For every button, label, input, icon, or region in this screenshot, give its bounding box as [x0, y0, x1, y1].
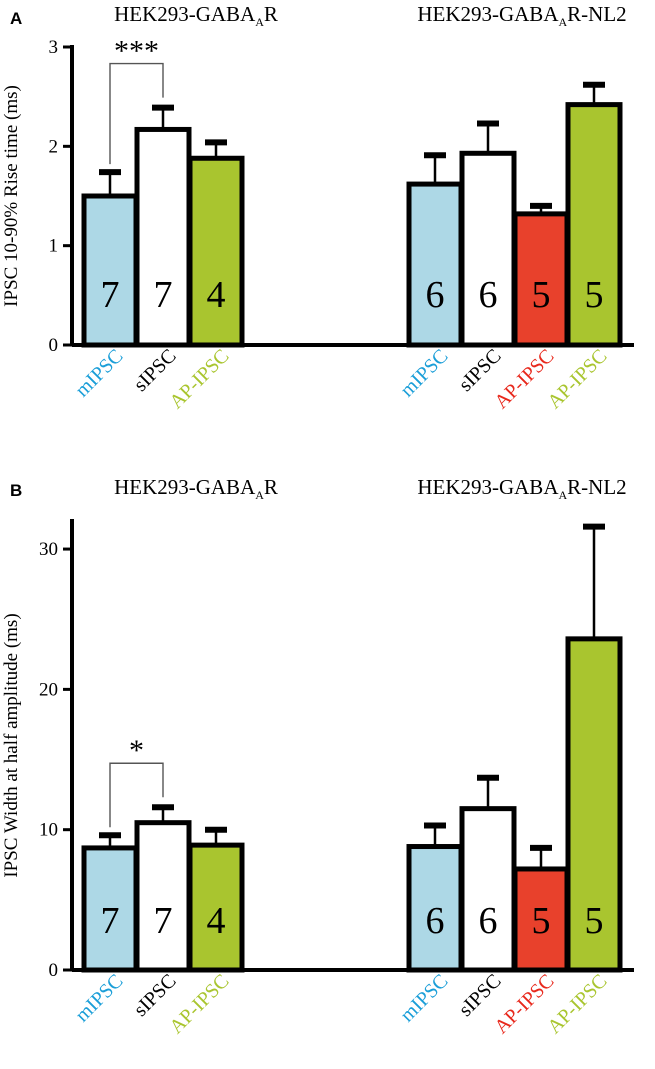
category-label: sIPSC: [455, 345, 506, 396]
group-title: HEK293-GABAAR-NL2: [417, 475, 626, 502]
bar-count-label: 7: [101, 900, 120, 942]
group-title-main: HEK293-GABA: [417, 2, 559, 26]
bar-ap-ipsc: [187, 155, 245, 348]
panel-a-rise-time: 0 1 2 3 IPSC 10-90% Rise time (ms) HEK293-GAB…: [1, 2, 634, 413]
bar-count-label: 5: [585, 274, 604, 316]
group-title-subscript: A: [255, 15, 264, 29]
panel-letter-a: A: [10, 9, 22, 28]
category-label: AP-IPSC: [543, 970, 611, 1038]
bar-sipsc: [459, 806, 517, 973]
group-title-subscript: A: [255, 488, 264, 502]
category-label: AP-IPSC: [165, 345, 233, 413]
category-label: mIPSC: [71, 345, 127, 401]
group-title-suffix: R-NL2: [567, 2, 627, 26]
bar-count-label: 7: [154, 274, 173, 316]
group-title-main: HEK293-GABA: [417, 475, 559, 499]
significance-label: ***: [114, 35, 159, 68]
bar-ap-ipsc: [512, 866, 570, 973]
y-tick-label: 1: [49, 236, 59, 257]
category-label: sIPSC: [130, 970, 181, 1021]
significance-bracket: [109, 762, 164, 828]
category-label: sIPSC: [455, 970, 506, 1021]
y-axis-label: IPSC 10-90% Rise time (ms): [1, 85, 22, 307]
bar-count-label: 4: [207, 900, 226, 942]
bar-ap-ipsc: [512, 211, 570, 348]
group-title-main: HEK293-GABA: [114, 475, 256, 499]
bar-mipsc: [406, 181, 464, 348]
group-title-suffix: R: [264, 475, 278, 499]
group-title-subscript: A: [558, 15, 567, 29]
category-label: AP-IPSC: [165, 970, 233, 1038]
y-tick-label: 0: [49, 335, 59, 356]
category-label: AP-IPSC: [543, 345, 611, 413]
panel-letter-b: B: [10, 481, 22, 500]
y-tick-label: 0: [49, 960, 59, 981]
bar-sipsc: [459, 150, 517, 348]
significance-bracket: [109, 62, 164, 165]
category-label: mIPSC: [396, 345, 452, 401]
bar-sipsc: [134, 820, 192, 973]
group-title-main: HEK293-GABA: [114, 2, 256, 26]
bar-count-label: 6: [426, 900, 445, 942]
category-label: mIPSC: [71, 970, 127, 1026]
y-tick-label: 30: [39, 539, 58, 560]
y-tick-label: 2: [49, 136, 59, 157]
bar-mipsc: [81, 193, 139, 348]
significance-label: *: [129, 734, 144, 767]
bar-count-label: 6: [426, 274, 445, 316]
bar-count-label: 4: [207, 274, 226, 316]
bar-count-label: 7: [154, 900, 173, 942]
y-tick-label: 10: [39, 820, 58, 841]
y-axis-label: IPSC Width at half amplitude (ms): [1, 613, 22, 877]
bar-count-label: 5: [532, 274, 551, 316]
group-title-subscript: A: [558, 488, 567, 502]
group-title: HEK293-GABAAR: [114, 475, 278, 502]
panel-b-half-width: 0 10 20 30 IPSC Width at half amplitude (ms)…: [1, 475, 634, 1038]
bar-ap-ipsc: [187, 842, 245, 973]
group-title-suffix: R: [264, 2, 278, 26]
bar-count-label: 6: [479, 900, 498, 942]
bar-count-label: 5: [585, 900, 604, 942]
category-label: mIPSC: [396, 970, 452, 1026]
group-title: HEK293-GABAAR-NL2: [417, 2, 626, 29]
bar-ap-ipsc: [565, 102, 623, 348]
group-title-suffix: R-NL2: [567, 475, 627, 499]
bar-mipsc: [81, 845, 139, 973]
bar-count-label: 6: [479, 274, 498, 316]
bar-count-label: 5: [532, 900, 551, 942]
bar-ap-ipsc: [565, 636, 623, 973]
category-label: sIPSC: [130, 345, 181, 396]
group-title: HEK293-GABAAR: [114, 2, 278, 29]
bar-count-label: 7: [101, 274, 120, 316]
y-tick-label: 3: [49, 37, 59, 58]
y-tick-label: 20: [39, 679, 58, 700]
